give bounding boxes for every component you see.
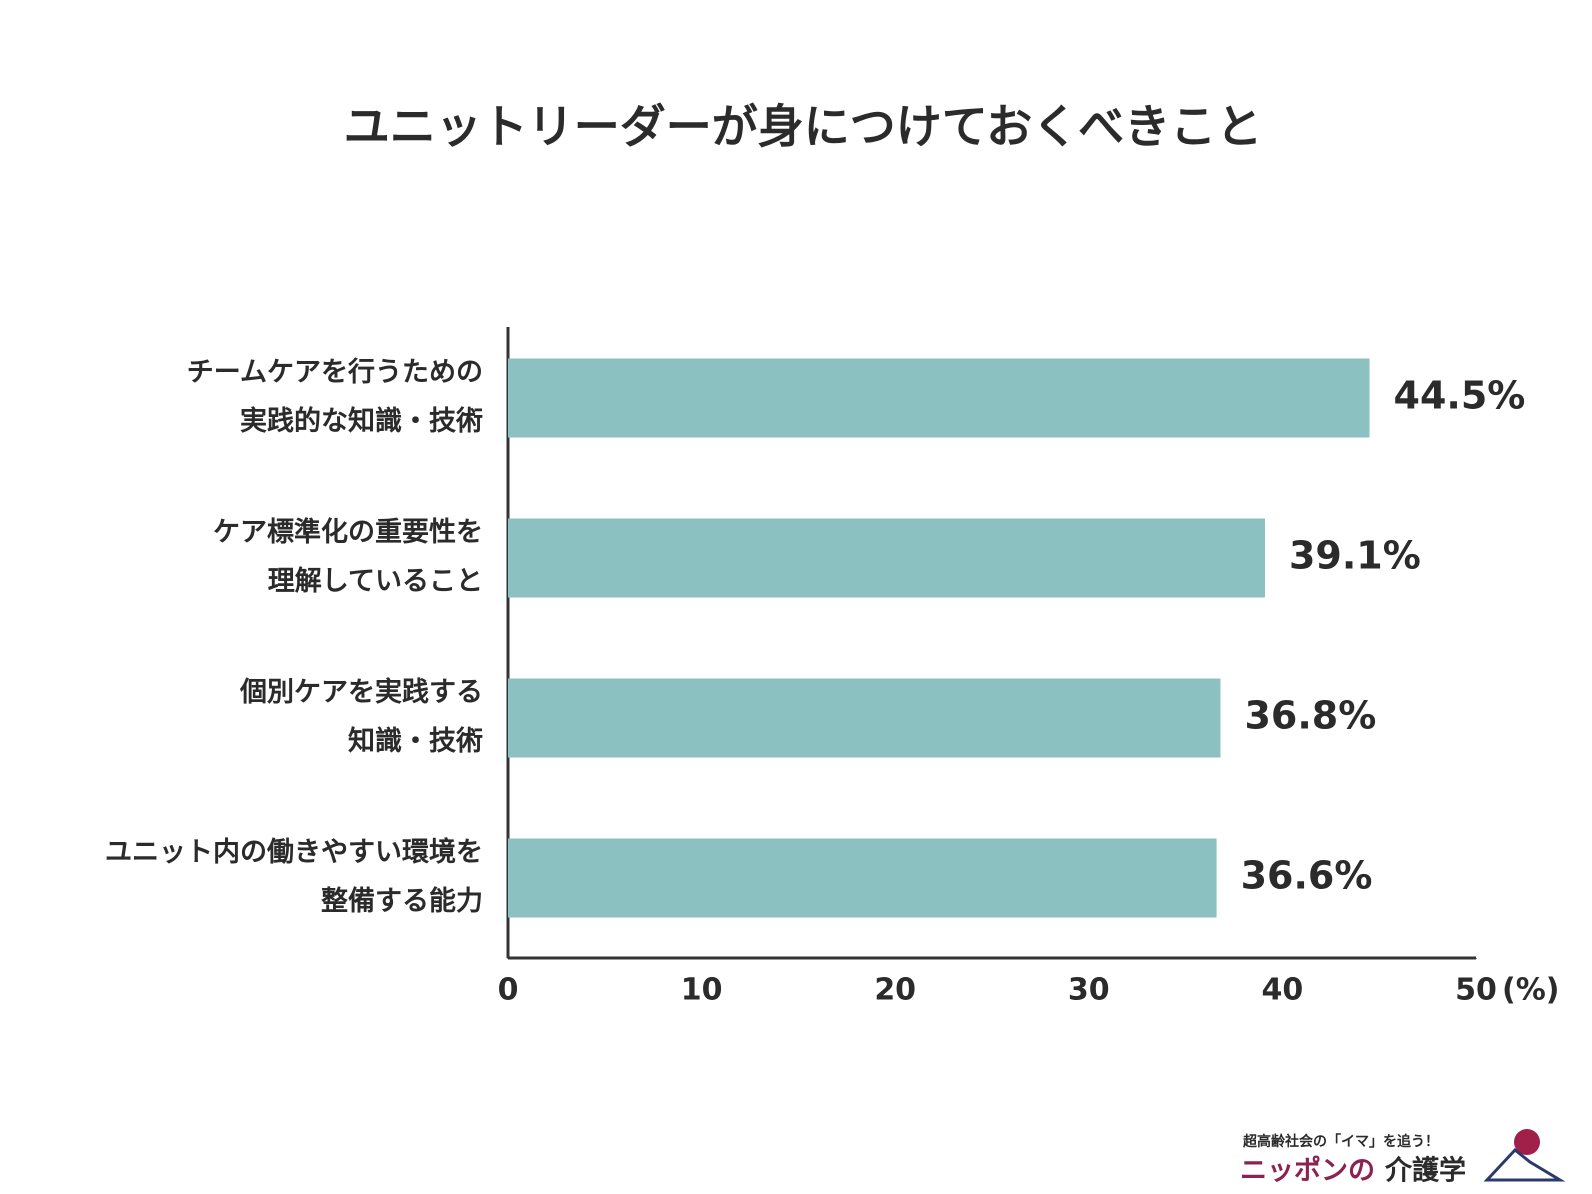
x-tick-label: 0 bbox=[498, 973, 519, 1008]
chart-title: ユニットリーダーが身につけておくべきこと bbox=[344, 100, 1263, 154]
y-tick-label: 理解していること bbox=[268, 566, 483, 597]
value-label: 36.6% bbox=[1241, 854, 1373, 898]
x-tick-label: 10 bbox=[681, 973, 723, 1008]
bar bbox=[508, 358, 1370, 438]
x-tick-label: 50 bbox=[1455, 973, 1497, 1008]
logo-tagline: 超高齢社会の「イマ」を追う！ bbox=[1242, 1133, 1439, 1150]
logo-name: ニッポンの bbox=[1240, 1156, 1375, 1187]
x-tick-label: 40 bbox=[1262, 973, 1304, 1008]
y-tick-label: 個別ケアを実践する bbox=[239, 676, 483, 708]
y-tick-label: 実践的な知識・技術 bbox=[240, 405, 483, 437]
value-label: 36.8% bbox=[1244, 694, 1376, 738]
value-label: 44.5% bbox=[1394, 374, 1526, 418]
x-tick-label: 20 bbox=[874, 973, 916, 1008]
bar bbox=[508, 678, 1221, 758]
logo: 超高齢社会の「イマ」を追う！ ニッポンの 介護学 bbox=[1240, 1129, 1566, 1187]
y-tick-label: 整備する能力 bbox=[321, 885, 483, 917]
logo-name: 介護学 bbox=[1384, 1155, 1466, 1187]
y-tick-label: ユニット内の働きやすい環境を bbox=[105, 837, 483, 868]
logo-mountain bbox=[1483, 1147, 1566, 1182]
x-axis-label: (%) bbox=[1502, 973, 1559, 1008]
y-tick-label: ケア標準化の重要性を bbox=[213, 516, 483, 548]
bar bbox=[508, 838, 1217, 918]
logo-sun bbox=[1514, 1129, 1540, 1155]
x-tick-label: 30 bbox=[1068, 973, 1110, 1008]
y-tick-label: 知識・技術 bbox=[348, 726, 483, 757]
value-label: 39.1% bbox=[1289, 534, 1421, 578]
y-tick-label: チームケアを行うための bbox=[187, 356, 483, 388]
bar bbox=[508, 518, 1265, 598]
